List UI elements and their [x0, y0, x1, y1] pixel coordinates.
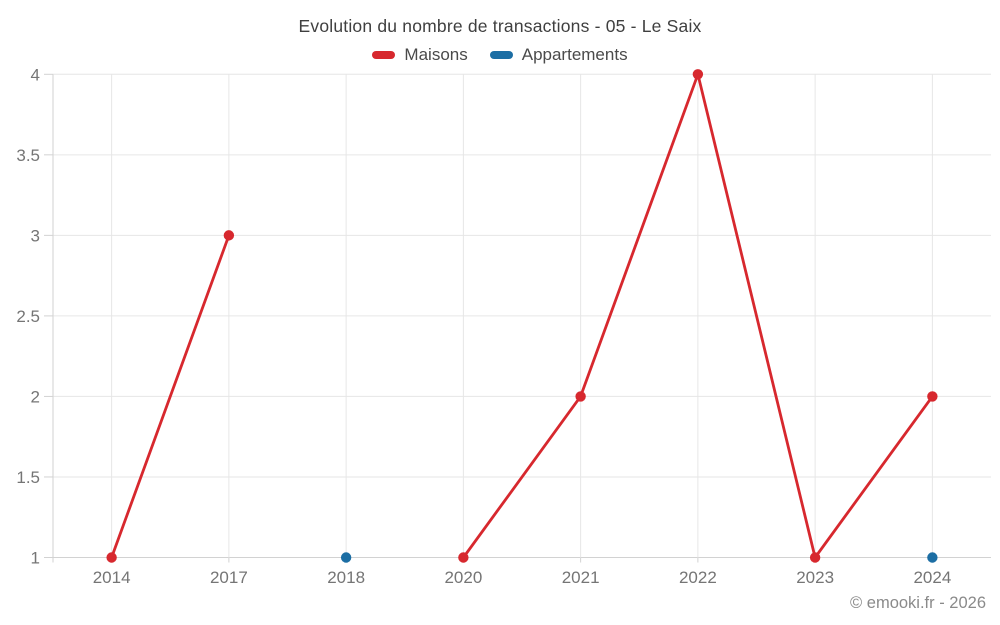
data-point-maisons-2020[interactable] — [458, 552, 469, 563]
x-axis-label: 2022 — [679, 568, 717, 587]
x-axis-label: 2024 — [913, 568, 951, 587]
copyright-footer: © emooki.fr - 2026 — [850, 594, 986, 612]
y-axis-label: 2 — [31, 387, 40, 406]
data-point-maisons-2022[interactable] — [692, 69, 704, 80]
legend-item-appartements[interactable]: Appartements — [489, 45, 628, 65]
y-axis-label: 1.5 — [16, 468, 40, 487]
data-point-maisons-2017[interactable] — [223, 230, 235, 241]
x-axis-label: 2023 — [796, 568, 834, 587]
y-axis-label: 3 — [31, 226, 40, 245]
y-axis-label: 3.5 — [16, 146, 40, 165]
legend-label-maisons: Maisons — [404, 45, 468, 64]
legend-item-maisons[interactable]: Maisons — [372, 45, 468, 65]
y-axis-label: 1 — [31, 549, 40, 568]
x-axis-label: 2021 — [562, 568, 600, 587]
data-point-maisons-2024[interactable] — [927, 391, 938, 402]
data-point-maisons-2014[interactable] — [106, 552, 117, 563]
data-point-appartements-2018[interactable] — [340, 552, 352, 563]
y-axis-label: 2.5 — [16, 307, 40, 326]
x-axis-label: 2017 — [210, 568, 248, 587]
x-axis-label: 2018 — [327, 568, 365, 587]
legend-swatch-appartements — [489, 51, 513, 59]
legend-label-appartements: Appartements — [521, 45, 628, 64]
legend-swatch-maisons — [372, 51, 396, 59]
legend: Maisons Appartements — [0, 45, 1000, 65]
y-axis-label: 4 — [31, 65, 40, 84]
data-point-appartements-2024[interactable] — [927, 552, 938, 563]
chart-title: Evolution du nombre de transactions - 05… — [298, 16, 702, 36]
x-axis-label: 2014 — [93, 568, 131, 587]
data-point-maisons-2023[interactable] — [809, 552, 821, 563]
data-point-maisons-2021[interactable] — [575, 391, 586, 402]
x-axis-label: 2020 — [444, 568, 482, 587]
